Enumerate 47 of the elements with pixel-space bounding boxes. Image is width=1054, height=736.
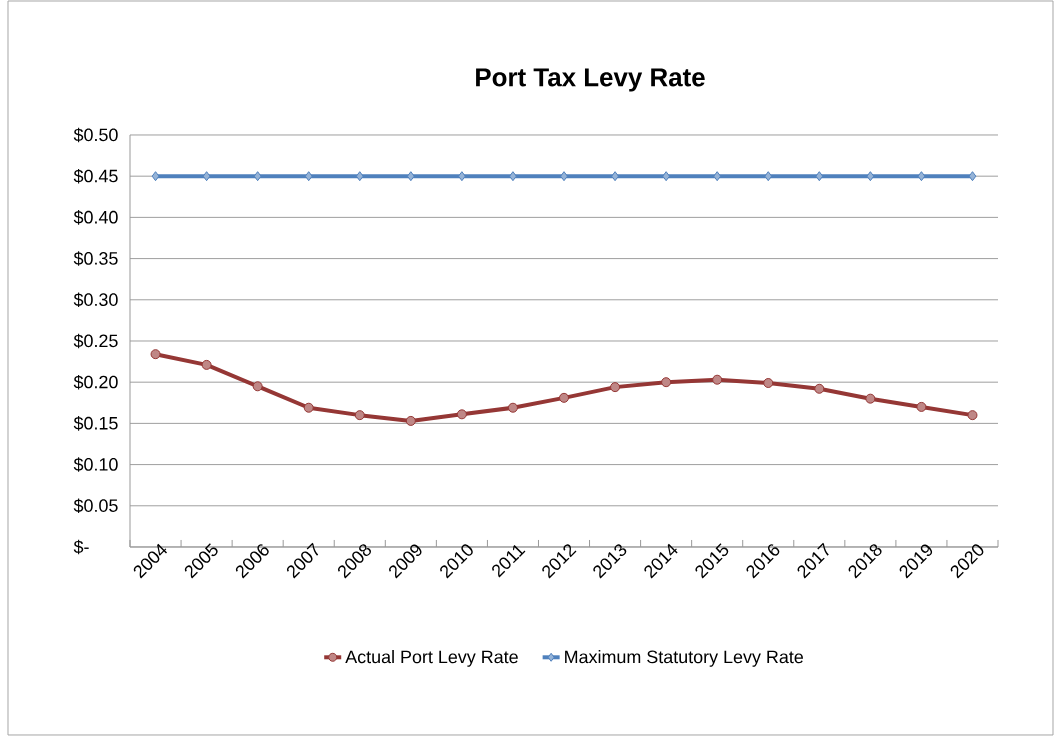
point — [354, 410, 365, 421]
point — [509, 171, 517, 182]
point — [917, 171, 926, 182]
point — [866, 171, 875, 182]
point — [559, 392, 570, 403]
point — [355, 171, 364, 182]
point — [764, 171, 773, 182]
point — [967, 410, 978, 421]
point — [304, 171, 313, 182]
point — [968, 171, 977, 182]
y-tick-label: $0.05 — [73, 498, 118, 514]
point — [865, 393, 876, 404]
point — [560, 171, 568, 182]
y-tick-label: $0.15 — [73, 416, 118, 431]
point — [507, 402, 518, 413]
point — [815, 171, 824, 182]
y-tick-label: $0.40 — [73, 210, 118, 225]
y-tick-label: $0.35 — [73, 251, 118, 266]
point — [713, 171, 722, 182]
legend-label: Actual Port Levy Rate — [345, 650, 518, 667]
chart-title: Port Tax Levy Rate — [476, 68, 705, 92]
y-tick-label: $0.25 — [73, 333, 118, 349]
point — [405, 415, 416, 426]
point — [712, 374, 723, 385]
y-tick-label: $0.20 — [73, 374, 118, 390]
y-tick-label: $0.45 — [73, 168, 118, 184]
point — [252, 381, 263, 392]
y-tick-label: $- — [73, 539, 89, 555]
point — [763, 378, 774, 389]
point — [303, 402, 314, 413]
point — [151, 171, 160, 182]
point — [610, 382, 621, 393]
point — [406, 171, 415, 182]
point — [456, 409, 467, 420]
point — [611, 171, 619, 182]
point — [661, 377, 672, 388]
point — [458, 171, 466, 182]
point — [202, 171, 211, 182]
point — [150, 349, 161, 360]
y-tick-label: $0.10 — [73, 457, 118, 472]
y-tick-label: $0.50 — [73, 127, 118, 143]
point — [662, 171, 670, 182]
point — [201, 359, 212, 370]
point — [814, 383, 825, 394]
legend-label: Maximum Statutory Levy Rate — [565, 650, 803, 667]
point — [916, 401, 927, 412]
y-tick-label: $0.30 — [73, 292, 118, 308]
